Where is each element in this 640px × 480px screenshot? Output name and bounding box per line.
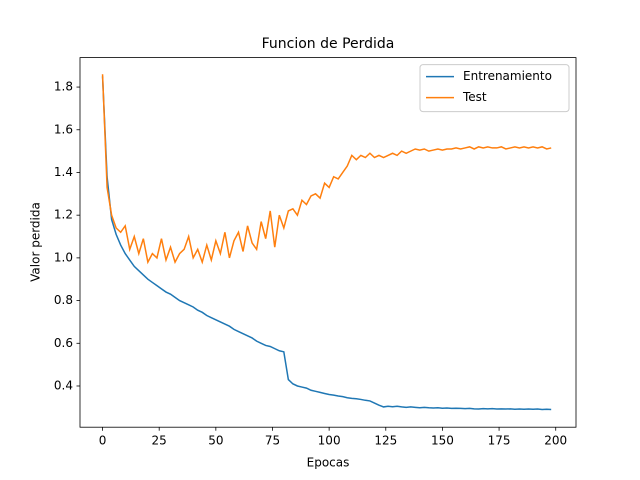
x-tick-label: 150 <box>431 434 454 448</box>
x-tick-label: 175 <box>488 434 511 448</box>
y-tick-label: 1.6 <box>54 122 73 136</box>
x-tick-label: 50 <box>208 434 223 448</box>
y-tick-label: 0.4 <box>54 378 73 392</box>
x-tick-label: 0 <box>99 434 107 448</box>
x-tick-label: 125 <box>374 434 397 448</box>
legend-label: Entrenamiento <box>463 69 552 83</box>
line-series <box>101 76 552 411</box>
y-axis-label: Valor perdida <box>29 202 43 282</box>
x-tick-label: 25 <box>152 434 167 448</box>
y-tick-label: 1.8 <box>54 80 73 94</box>
legend-label: Test <box>462 90 487 104</box>
y-tick-label: 1.0 <box>54 250 73 264</box>
y-tick-label: 0.8 <box>54 293 73 307</box>
x-axis-label: Epocas <box>307 456 350 470</box>
line-series <box>101 74 552 265</box>
legend-box <box>419 64 570 113</box>
x-tick-label: 100 <box>318 434 341 448</box>
x-tick-label: 200 <box>544 434 567 448</box>
chart-title: Funcion de Perdida <box>262 36 395 52</box>
y-tick-label: 1.4 <box>54 165 73 179</box>
x-tick-label: 75 <box>265 434 280 448</box>
y-tick-label: 0.6 <box>54 336 73 350</box>
y-tick-label: 1.2 <box>54 208 73 222</box>
axes-frame <box>79 57 577 428</box>
